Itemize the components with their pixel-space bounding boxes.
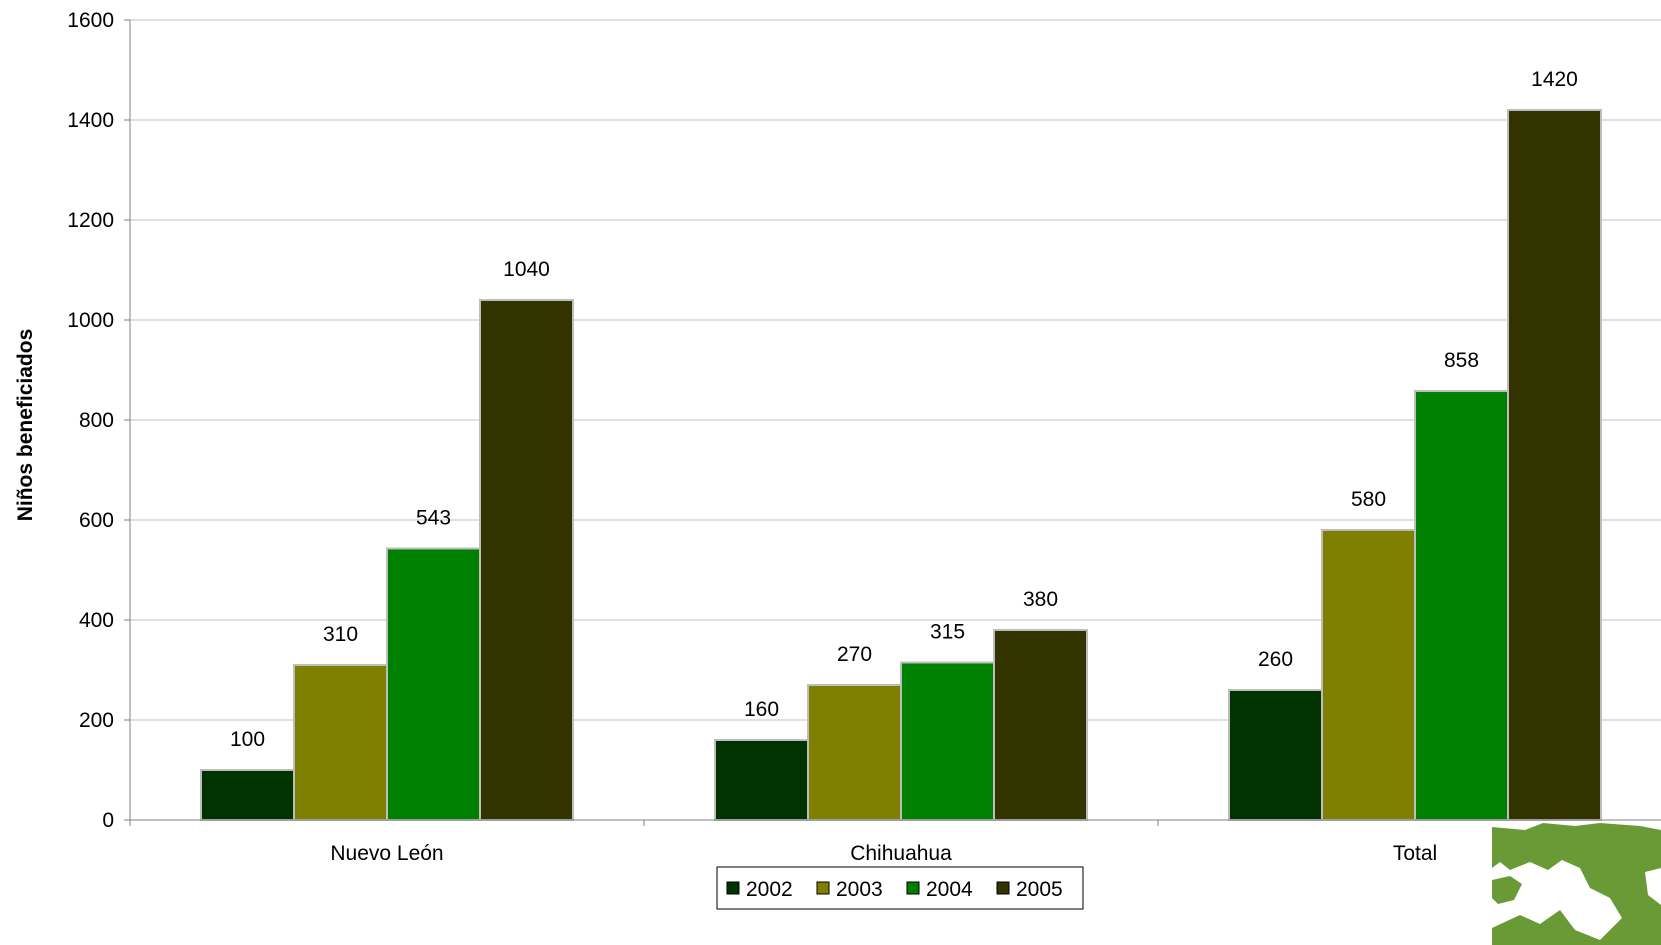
- data-label: 160: [744, 698, 779, 721]
- legend-swatch: [996, 881, 1010, 895]
- data-label: 858: [1444, 349, 1479, 372]
- bar-2004-1: [900, 661, 995, 821]
- green-emblem-logo: [1492, 823, 1661, 945]
- data-label: 580: [1351, 488, 1386, 511]
- data-label: 380: [1023, 588, 1058, 611]
- legend-box: [716, 866, 1084, 910]
- data-label: 310: [323, 623, 358, 646]
- legend: 2002 2003 2004 2005: [716, 866, 1084, 910]
- legend-label: 2005: [1016, 878, 1063, 901]
- bar-2004-2: [1414, 390, 1509, 821]
- y-tick-label: 600: [79, 509, 114, 532]
- axes: [124, 19, 1661, 826]
- y-tick-label: 200: [79, 709, 114, 732]
- bar-2005-2: [1507, 109, 1602, 821]
- bar-2002-2: [1228, 689, 1323, 821]
- x-category-label: Chihuahua: [850, 842, 952, 865]
- y-tick-label: 400: [79, 609, 114, 632]
- legend-swatch: [816, 881, 830, 895]
- y-tick-label: 1600: [67, 9, 114, 32]
- legend-swatch: [906, 881, 920, 895]
- bar-2003-2: [1321, 529, 1416, 821]
- data-label: 270: [837, 643, 872, 666]
- y-tick-label: 1400: [67, 109, 114, 132]
- data-label: 100: [230, 728, 265, 751]
- data-label: 315: [930, 621, 965, 644]
- y-tick-label: 0: [102, 809, 114, 832]
- bar-2003-1: [807, 684, 902, 821]
- y-axis-label: Niños beneficiados: [14, 329, 37, 522]
- logo-shape: [1492, 823, 1661, 945]
- data-label: 1420: [1531, 68, 1578, 91]
- bar-2005-1: [993, 629, 1088, 821]
- legend-label: 2002: [746, 878, 793, 901]
- bar-2005-0: [479, 299, 574, 821]
- legend-swatch: [726, 881, 740, 895]
- bar-2002-0: [200, 769, 295, 821]
- x-category-label: Total: [1393, 842, 1437, 865]
- labels: 0 200 400 600 800 1000 1200 1400 1600 100 310 543 10…: [67, 9, 1578, 865]
- data-label: 543: [416, 507, 451, 530]
- data-label: 1040: [503, 258, 550, 281]
- y-tick-label: 1000: [67, 309, 114, 332]
- bar-2004-0: [386, 547, 481, 821]
- y-tick-label: 1200: [67, 209, 114, 232]
- bar-2002-1: [714, 739, 809, 821]
- legend-label: 2003: [836, 878, 883, 901]
- gridlines: [130, 19, 1661, 721]
- legend-label: 2004: [926, 878, 973, 901]
- x-category-label: Nuevo León: [330, 842, 443, 865]
- bar-2003-0: [293, 664, 388, 821]
- y-tick-label: 800: [79, 409, 114, 432]
- data-label: 260: [1258, 648, 1293, 671]
- bars: [200, 109, 1602, 821]
